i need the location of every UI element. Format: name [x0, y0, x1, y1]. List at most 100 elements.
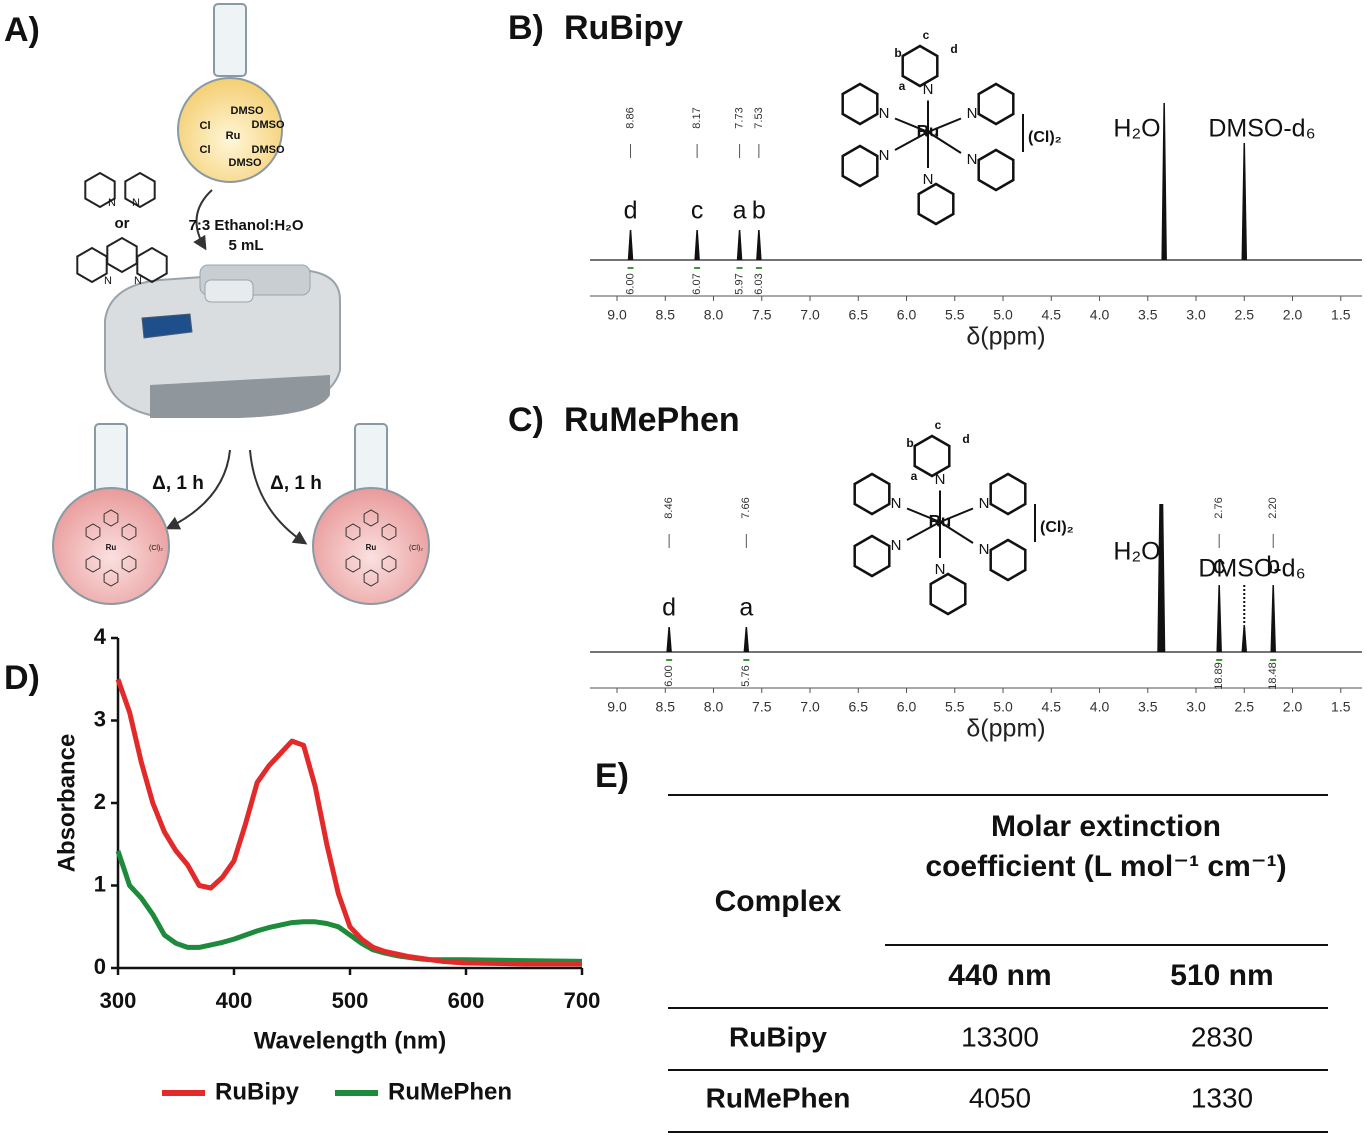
- solvent-label: DMSO-d₆: [1198, 555, 1305, 583]
- ring: [977, 148, 1015, 192]
- precursor-label: DMSO: [231, 105, 264, 117]
- site-label: b: [894, 46, 901, 60]
- row-name: RuBipy: [729, 1021, 827, 1052]
- condition-label: Δ, 1 h: [152, 473, 204, 494]
- ring: [121, 555, 137, 573]
- ring: [85, 523, 101, 541]
- ring: [901, 44, 939, 88]
- panel-label: B): [508, 9, 544, 47]
- cell: 1330: [1191, 1082, 1253, 1113]
- shift-label: 7.66: [740, 497, 752, 518]
- atom-label: N: [967, 105, 978, 122]
- cell: 4050: [969, 1082, 1031, 1113]
- counterion-label: (Cl)₂: [149, 545, 163, 552]
- x-tick-label: 700: [564, 988, 601, 1013]
- ring: [85, 555, 101, 573]
- y-tick-label: 1: [94, 871, 106, 896]
- integral-label: 5.97: [733, 273, 745, 294]
- ring: [917, 182, 955, 226]
- atom-label: N: [891, 537, 902, 554]
- x-tick-label: 8.0: [704, 307, 724, 323]
- or-label: or: [115, 215, 130, 232]
- flask-neck: [213, 3, 247, 77]
- legend-label: RuMePhen: [388, 1078, 512, 1105]
- atom-label: N: [979, 541, 990, 558]
- legend-label: RuBipy: [215, 1078, 300, 1105]
- x-tick-label: 2.5: [1235, 307, 1255, 323]
- x-tick-label: 3.0: [1186, 699, 1206, 715]
- x-tick-label: 1.5: [1331, 699, 1351, 715]
- y-tick-label: 0: [94, 954, 106, 979]
- x-tick-label: 4.5: [1042, 307, 1062, 323]
- ring: [136, 246, 168, 284]
- x-axis-label: Wavelength (nm): [254, 1027, 446, 1054]
- shift-label: 8.86: [624, 107, 636, 128]
- ring: [121, 523, 137, 541]
- panel-label: A): [4, 11, 40, 49]
- solvent-peak: [1241, 624, 1248, 653]
- shift-label: 2.76: [1213, 497, 1225, 518]
- metal-label: Ru: [366, 543, 377, 552]
- atom-label: N: [967, 151, 978, 168]
- assignment-label: c: [691, 197, 704, 225]
- site-label: c: [923, 28, 930, 42]
- x-tick-label: 8.5: [656, 307, 676, 323]
- x-tick-label: 500: [332, 988, 369, 1013]
- peak: [1216, 584, 1222, 653]
- reactor: [104, 264, 341, 418]
- assignment-label: d: [662, 594, 676, 622]
- ring: [103, 509, 119, 527]
- ring: [106, 236, 138, 274]
- atom-label: N: [879, 105, 890, 122]
- x-tick-label: 4.5: [1042, 699, 1062, 715]
- atom-label: N: [108, 197, 116, 209]
- x-tick-label: 4.0: [1090, 699, 1110, 715]
- y-tick-label: 2: [94, 789, 106, 814]
- metal-label: Ru: [106, 543, 117, 552]
- peak: [1270, 584, 1276, 653]
- peak: [743, 626, 750, 653]
- x-tick-label: 3.5: [1138, 699, 1158, 715]
- x-tick-label: 7.5: [752, 307, 772, 323]
- ring: [103, 569, 119, 587]
- peak: [756, 229, 762, 261]
- bond: [894, 117, 929, 133]
- column-header: 440 nm: [948, 959, 1051, 992]
- row-header: Complex: [715, 885, 842, 918]
- counterion-label: (Cl)₂: [1028, 129, 1062, 146]
- x-tick-label: 9.0: [607, 699, 627, 715]
- panel-title: RuMePhen: [564, 401, 740, 439]
- assignment-label: b: [1266, 552, 1280, 580]
- x-tick-label: 5.5: [945, 699, 965, 715]
- x-tick-label: 7.0: [800, 699, 820, 715]
- solvent-label: H₂O: [1113, 538, 1160, 566]
- peak: [666, 626, 672, 653]
- shift-label: 7.73: [733, 107, 745, 128]
- integral-label: 18.48: [1267, 662, 1279, 690]
- x-tick-label: 1.5: [1331, 307, 1351, 323]
- x-tick-label: 2.5: [1235, 699, 1255, 715]
- x-tick-label: 9.0: [607, 307, 627, 323]
- x-tick-label: 300: [100, 988, 137, 1013]
- arrow: [249, 449, 308, 545]
- arrow: [165, 449, 231, 530]
- atom-label: N: [935, 471, 946, 488]
- ring: [363, 569, 379, 587]
- x-tick-label: 8.5: [656, 699, 676, 715]
- shift-label: 8.46: [663, 497, 675, 518]
- ring: [977, 82, 1015, 126]
- assignment-label: c: [1213, 552, 1226, 580]
- condition-label: Δ, 1 h: [270, 473, 322, 494]
- y-tick-label: 4: [94, 624, 107, 649]
- table-lines: [668, 794, 1328, 1133]
- counterion-label: (Cl)₂: [409, 545, 423, 552]
- y-tick-label: 3: [94, 706, 106, 731]
- atom-label: N: [979, 495, 990, 512]
- ring: [853, 472, 891, 516]
- integral-label: 6.03: [753, 273, 765, 294]
- ring: [929, 572, 967, 616]
- counterion-label: (Cl)₂: [1040, 519, 1074, 536]
- site-label: d: [950, 42, 957, 56]
- column-header: coefficient (L mol⁻¹ cm⁻¹): [925, 850, 1286, 883]
- x-tick-label: 4.0: [1090, 307, 1110, 323]
